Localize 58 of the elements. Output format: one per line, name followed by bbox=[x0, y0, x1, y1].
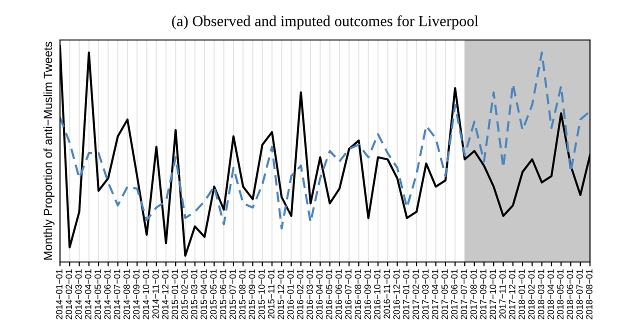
x-tick-label: 2015−10−01 bbox=[258, 269, 265, 320]
x-tick-label: 2017−03−01 bbox=[422, 269, 429, 320]
x-tick-label: 2017−02−01 bbox=[412, 269, 419, 320]
x-tick-label: 2016−06−01 bbox=[335, 269, 342, 320]
x-tick-label: 2016−07−01 bbox=[345, 269, 352, 320]
x-tick-label: 2017−06−01 bbox=[451, 269, 458, 320]
x-tick-label: 2016−04−01 bbox=[316, 269, 323, 320]
y-axis-title: Monthly Proportion of anti−Muslim Tweets bbox=[43, 42, 54, 260]
x-tick-label: 2016−01−01 bbox=[287, 269, 294, 320]
x-tick-label: 2015−11−01 bbox=[268, 269, 274, 319]
x-tick-label: 2016−11−01 bbox=[384, 269, 390, 319]
x-tick-label: 2017−09−01 bbox=[480, 269, 486, 320]
x-tick-label: 2016−02−01 bbox=[296, 269, 304, 320]
x-tick-label: 2017−04−01 bbox=[432, 269, 438, 320]
x-tick-label: 2014−06−01 bbox=[104, 269, 111, 320]
x-tick-label: 2014−01−01 bbox=[56, 269, 62, 320]
x-tick-label: 2015−01−01 bbox=[172, 269, 178, 320]
x-tick-label: 2014−08−01 bbox=[123, 269, 130, 320]
x-tick-label: 2017−12−01 bbox=[508, 269, 516, 320]
x-tick-label: 2014−09−01 bbox=[133, 269, 140, 320]
x-tick-label: 2017−01−01 bbox=[402, 269, 410, 320]
x-tick-label: 2014−11−01 bbox=[152, 269, 159, 319]
x-tick-label: 2014−07−01 bbox=[114, 269, 120, 320]
x-tick-label: 2016−03−01 bbox=[306, 269, 313, 320]
x-tick-label: 2018−08−01 bbox=[586, 269, 592, 320]
x-tick-label: 2014−02−01 bbox=[66, 269, 72, 320]
x-tick-label: 2015−02−01 bbox=[181, 269, 188, 320]
x-tick-label: 2017−05−01 bbox=[441, 269, 448, 320]
x-tick-label: 2015−09−01 bbox=[248, 269, 256, 320]
x-tick-label: 2015−06−01 bbox=[220, 269, 226, 320]
x-tick-label: 2016−10−01 bbox=[374, 269, 380, 320]
x-tick-label: 2016−05−01 bbox=[326, 269, 332, 320]
x-tick-label: 2015−04−01 bbox=[200, 269, 207, 320]
x-tick-label: 2014−10−01 bbox=[142, 269, 150, 320]
x-tick-label: 2018−03−01 bbox=[538, 269, 544, 320]
x-tick-label: 2016−09−01 bbox=[364, 269, 371, 320]
x-tick-label: 2015−12−01 bbox=[278, 269, 284, 320]
x-tick-label: 2018−02−01 bbox=[528, 269, 535, 320]
x-tick-label: 2018−07−01 bbox=[576, 269, 583, 320]
x-tick-label: 2017−10−01 bbox=[490, 269, 496, 320]
x-tick-label: 2016−12−01 bbox=[393, 269, 400, 320]
x-tick-label: 2015−05−01 bbox=[210, 269, 217, 320]
x-tick-label: 2017−11−01 bbox=[499, 269, 506, 319]
x-tick-label: 2018−04−01 bbox=[547, 269, 554, 320]
x-tick-label: 2014−12−01 bbox=[162, 269, 168, 320]
x-tick-label: 2018−06−01 bbox=[566, 269, 574, 320]
x-tick-label: 2016−08−01 bbox=[354, 269, 362, 320]
x-tick-label: 2014−05−01 bbox=[94, 269, 101, 320]
x-tick-label: 2018−01−01 bbox=[518, 269, 525, 320]
x-tick-label: 2015−07−01 bbox=[229, 269, 236, 320]
x-tick-label: 2015−08−01 bbox=[239, 269, 246, 320]
x-tick-label: 2014−03−01 bbox=[75, 269, 82, 320]
x-tick-label: 2017−07−01 bbox=[460, 269, 468, 320]
x-tick-label: 2015−03−01 bbox=[190, 269, 198, 320]
x-tick-label: 2017−08−01 bbox=[470, 269, 477, 320]
x-tick-label: 2014−04−01 bbox=[84, 269, 92, 320]
chart-title: (a) Observed and imputed outcomes for Liverpool bbox=[172, 15, 478, 30]
x-tick-label: 2018−05−01 bbox=[557, 269, 564, 320]
